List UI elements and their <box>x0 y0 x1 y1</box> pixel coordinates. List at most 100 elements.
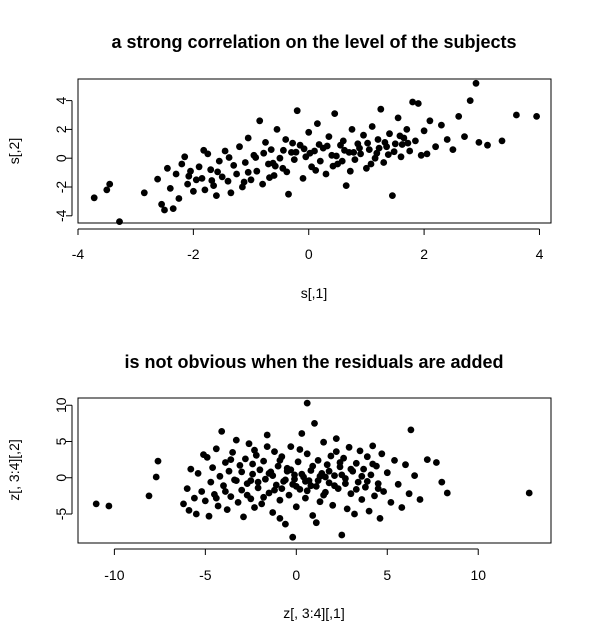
data-point <box>283 168 291 176</box>
data-point <box>475 139 483 146</box>
data-point <box>394 114 402 122</box>
data-point <box>293 107 301 115</box>
data-point <box>325 133 333 141</box>
x-axis-label-top: s[,1] <box>301 285 327 301</box>
data-point <box>449 146 457 154</box>
data-point <box>292 148 300 156</box>
data-point <box>227 189 235 197</box>
data-point <box>212 445 220 453</box>
data-point <box>172 170 180 178</box>
data-point <box>266 174 273 182</box>
data-point <box>190 187 197 195</box>
scatter-panel-top: a strong correlation on the level of the… <box>6 32 552 301</box>
data-point <box>296 446 304 453</box>
data-point <box>374 136 382 143</box>
y-axis-top: -4 -2 0 2 4 <box>53 96 73 222</box>
data-point <box>252 451 260 459</box>
y-tick-label: -4 <box>53 209 69 222</box>
data-point <box>90 194 98 202</box>
x-tick-label: -10 <box>104 567 124 583</box>
x-axis-bottom: -10 -5 0 5 10 <box>104 548 486 583</box>
data-point <box>232 436 240 444</box>
plot-frame-top <box>77 78 552 224</box>
x-tick-label: -4 <box>72 246 85 262</box>
data-point <box>269 472 277 479</box>
data-point <box>346 167 354 175</box>
data-point <box>195 163 203 171</box>
data-point <box>407 426 415 434</box>
data-point <box>342 480 349 487</box>
data-point <box>352 486 360 493</box>
data-point <box>327 452 335 460</box>
data-point <box>320 491 327 499</box>
data-point <box>224 177 232 185</box>
data-point <box>207 166 215 174</box>
data-point <box>253 167 261 175</box>
data-point <box>347 465 355 473</box>
data-point <box>175 195 183 202</box>
data-point <box>183 485 191 492</box>
y-tick-label: -5 <box>53 508 69 521</box>
data-point <box>214 168 222 176</box>
data-point <box>244 168 252 176</box>
data-point <box>158 200 166 208</box>
data-point <box>396 132 404 140</box>
data-point <box>358 472 366 480</box>
x-tick-label: 5 <box>383 567 391 583</box>
data-point <box>254 478 262 486</box>
data-point <box>391 140 399 148</box>
data-point <box>222 459 229 466</box>
chart-title-bottom: is not obvious when the residuals are ad… <box>124 352 503 372</box>
data-point <box>262 475 269 483</box>
data-point <box>269 509 277 516</box>
y-tick-label: 4 <box>53 96 69 104</box>
data-point <box>291 475 298 483</box>
data-point <box>375 144 383 152</box>
data-point <box>276 457 284 464</box>
data-point <box>289 139 296 147</box>
data-point <box>356 447 364 455</box>
data-point <box>166 185 174 192</box>
data-point <box>414 100 422 107</box>
data-point <box>367 160 375 168</box>
y-tick-label: 5 <box>53 437 69 445</box>
data-point <box>154 175 162 183</box>
data-point <box>352 459 360 467</box>
data-point <box>325 467 333 475</box>
data-point <box>238 486 246 494</box>
data-point <box>271 448 278 455</box>
data-point <box>292 483 300 490</box>
data-point <box>140 189 148 197</box>
data-point <box>331 472 338 479</box>
data-point <box>298 470 306 478</box>
y-axis-label-top: s[,2] <box>6 138 22 164</box>
data-point <box>106 180 114 188</box>
data-point <box>374 485 382 492</box>
data-point <box>154 457 162 465</box>
data-point <box>289 533 297 541</box>
x-tick-label: 10 <box>470 567 486 583</box>
data-point <box>247 477 255 484</box>
data-point <box>406 147 414 155</box>
data-point <box>263 443 271 450</box>
data-point <box>356 144 363 152</box>
data-point <box>350 149 358 156</box>
data-point <box>387 499 395 506</box>
data-point <box>271 162 279 170</box>
data-point <box>249 470 256 478</box>
data-point <box>178 160 186 168</box>
x-tick-label: 0 <box>305 246 313 262</box>
data-point <box>207 478 215 486</box>
data-point <box>278 485 286 492</box>
data-point <box>185 507 193 514</box>
data-point <box>243 491 251 499</box>
data-point <box>390 148 398 156</box>
data-point <box>380 159 388 166</box>
data-point <box>245 440 253 448</box>
data-point <box>513 111 520 119</box>
data-point <box>394 480 402 488</box>
data-point <box>438 478 446 486</box>
data-point <box>306 149 314 157</box>
data-point <box>307 482 315 490</box>
data-points-bottom <box>92 399 533 541</box>
